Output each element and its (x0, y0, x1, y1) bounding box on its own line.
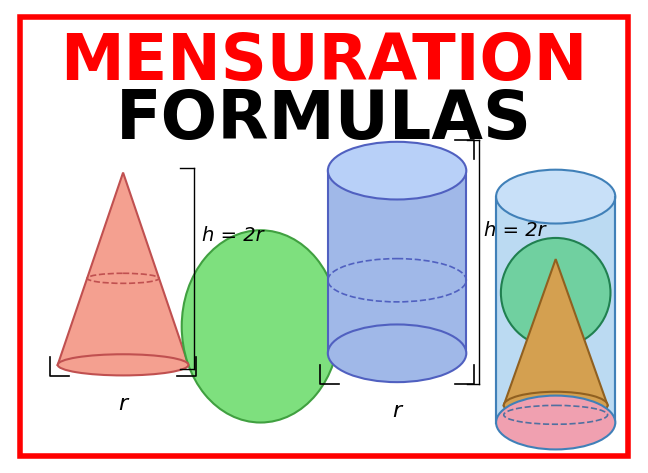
Ellipse shape (181, 230, 340, 422)
Ellipse shape (503, 392, 608, 419)
Ellipse shape (58, 354, 189, 376)
Polygon shape (58, 173, 189, 365)
Text: r: r (393, 402, 402, 421)
Ellipse shape (496, 170, 616, 224)
Polygon shape (503, 259, 608, 405)
Text: r: r (119, 394, 128, 414)
Text: MENSURATION: MENSURATION (60, 31, 588, 93)
Bar (496, 197, 616, 422)
Text: h = 2r: h = 2r (202, 226, 264, 245)
Bar (328, 171, 467, 353)
Ellipse shape (328, 142, 467, 200)
Text: FORMULAS: FORMULAS (116, 87, 532, 153)
Ellipse shape (501, 238, 610, 348)
Ellipse shape (328, 324, 467, 382)
Ellipse shape (496, 395, 616, 449)
Text: h = 2r: h = 2r (483, 221, 545, 240)
